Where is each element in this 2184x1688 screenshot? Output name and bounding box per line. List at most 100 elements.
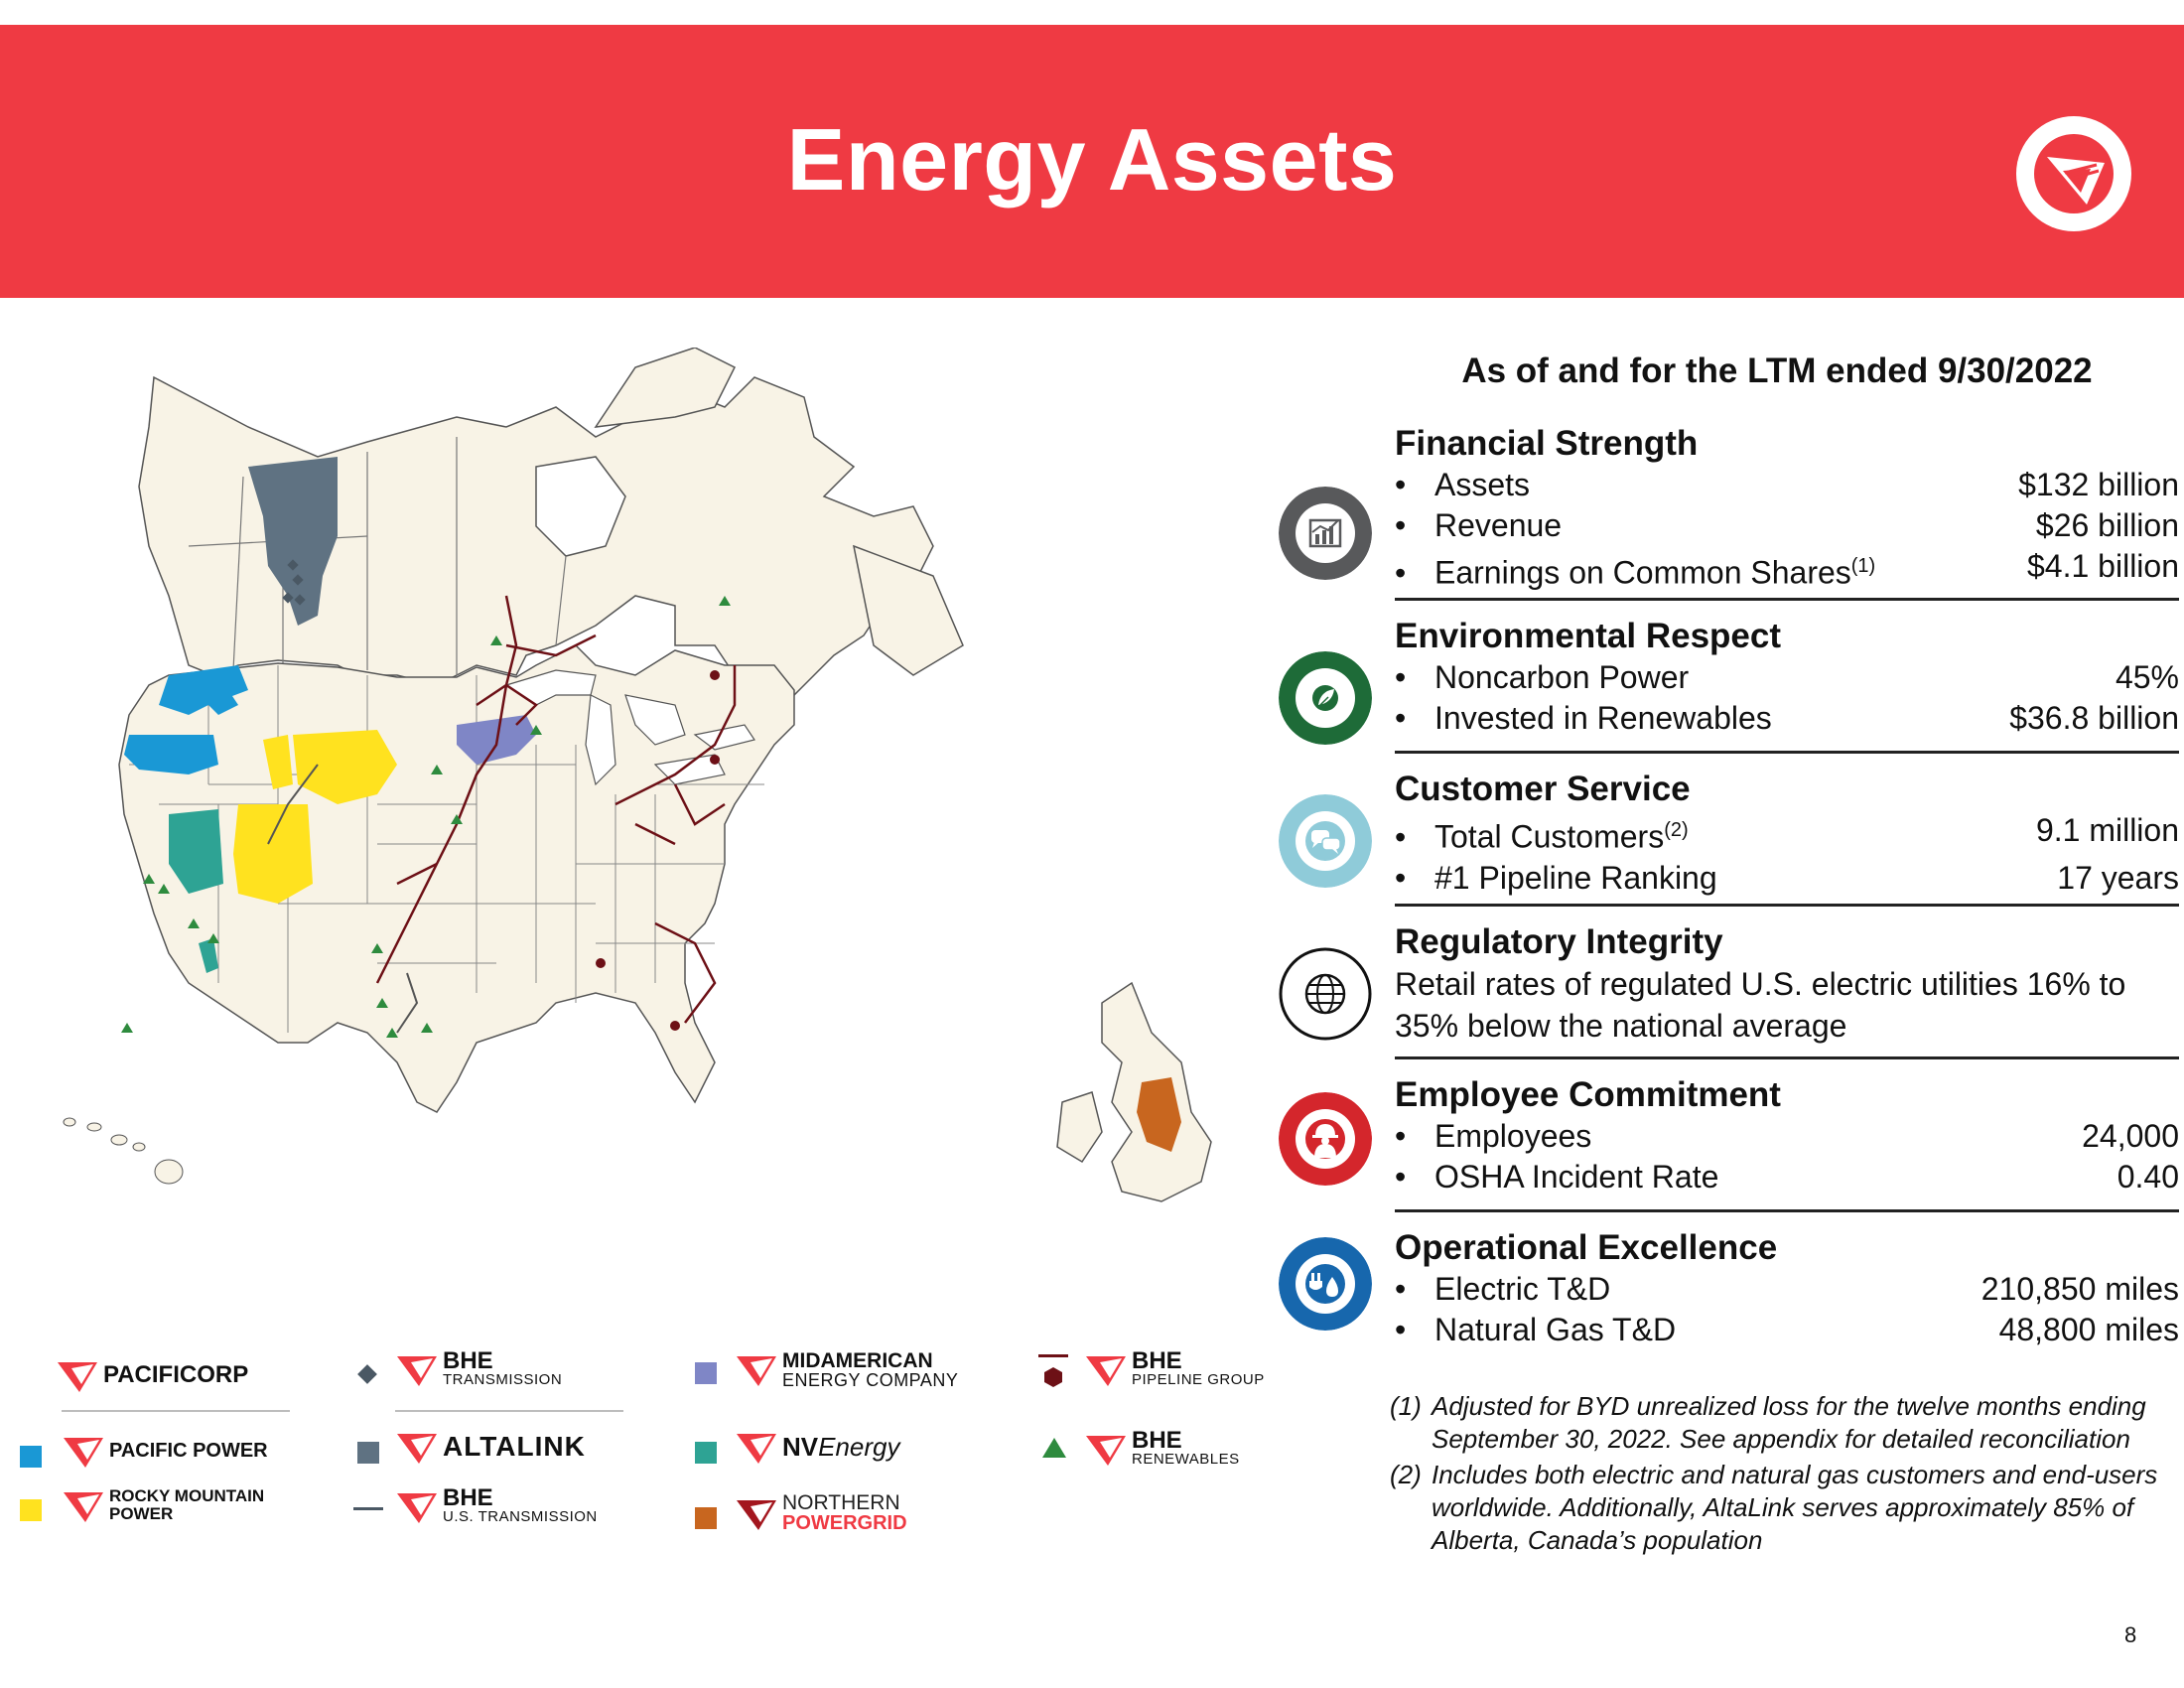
- section-divider: [1395, 1209, 2179, 1212]
- bhe-transmission-markers: [282, 559, 306, 606]
- hexagon-storage-icon: [1044, 1367, 1062, 1387]
- map-legend: PACIFICORP PACIFIC POWER ROCKY MOUNTAIN …: [0, 1331, 1281, 1559]
- section-financial-strength: Financial Strength • Assets $132 billion •…: [1395, 423, 2179, 594]
- legend-bhe-renewables: BHE RENEWABLES: [1086, 1429, 1240, 1468]
- title-banner: [0, 25, 2184, 298]
- bhe-label: BHE: [443, 1484, 493, 1511]
- legend-rocky-mountain-power: ROCKY MOUNTAIN POWER: [64, 1487, 264, 1523]
- pacific-power-wa: [199, 690, 238, 715]
- section-divider: [1395, 904, 2179, 907]
- ireland-landmass: [1056, 1091, 1103, 1164]
- stat-row: • OSHA Incident Rate 0.40: [1395, 1159, 2179, 1195]
- nv-energy-south: [199, 938, 218, 973]
- energy-label: Energy: [818, 1431, 900, 1462]
- us-transmission-label: U.S. TRANSMISSION: [443, 1508, 598, 1525]
- stats-heading: As of and for the LTM ended 9/30/2022: [1461, 352, 2093, 390]
- rocky-mountain-id: [263, 735, 293, 789]
- bhe-mark-icon: [397, 1356, 437, 1386]
- powergrid-label: POWERGRID: [782, 1512, 907, 1534]
- chat-bubbles-icon: [1279, 794, 1372, 888]
- midamerican-label: MIDAMERICAN: [782, 1349, 933, 1372]
- bhe-mark-icon: [64, 1438, 103, 1468]
- rocky-mountain-wy: [293, 730, 397, 804]
- legend-bhe-transmission: BHE TRANSMISSION: [397, 1347, 563, 1388]
- nv-energy-north: [169, 809, 223, 894]
- altalink-swatch: [357, 1442, 379, 1464]
- legend-altalink: ALTALINK: [397, 1430, 586, 1464]
- bhe-mark-icon: [737, 1500, 776, 1530]
- bhe-label: BHE: [443, 1347, 493, 1374]
- bhe-mark-icon: [64, 1492, 103, 1522]
- stat-row: • Noncarbon Power 45%: [1395, 659, 2179, 695]
- section-title: Financial Strength: [1395, 424, 1699, 463]
- plug-drop-icon: [1279, 1237, 1372, 1331]
- rocky-power-label: POWER: [109, 1504, 174, 1523]
- renewables-label: RENEWABLES: [1132, 1451, 1240, 1468]
- section-divider: [1395, 1056, 2179, 1059]
- diamond-marker-icon: [357, 1364, 377, 1384]
- rocky-mountain-ut: [233, 804, 313, 904]
- great-lakes: [504, 669, 755, 786]
- section-divider: [1395, 598, 2179, 601]
- us-transmission-lines: [267, 764, 419, 1034]
- pacific-power-swatch: [20, 1446, 42, 1468]
- bhe-mark-icon: [1086, 1356, 1126, 1386]
- legend-divider: [62, 1410, 290, 1412]
- nv-energy-swatch: [695, 1442, 717, 1464]
- canada-landmass: [138, 375, 934, 696]
- footnote: (2) Includes both electric and natural ga…: [1390, 1460, 2158, 1555]
- transmission-label: TRANSMISSION: [443, 1371, 563, 1388]
- pipeline-network: [375, 595, 737, 1024]
- section-title: Customer Service: [1395, 770, 1691, 808]
- renewables-markers: [121, 596, 731, 1038]
- bhe-mark-icon: [737, 1434, 776, 1464]
- hawaii-islands: [63, 1117, 184, 1185]
- midamerican-swatch: [695, 1362, 717, 1384]
- legend-divider: [395, 1410, 623, 1412]
- rocky-mountain-label: ROCKY MOUNTAIN: [109, 1486, 265, 1505]
- footnote: (1) Adjusted for BYD unrealized loss for …: [1390, 1391, 2146, 1454]
- hudson-bay: [535, 456, 626, 557]
- stat-row: • Invested in Renewables $36.8 billion: [1395, 700, 2179, 736]
- energy-company-label: ENERGY COMPANY: [782, 1370, 959, 1390]
- section-environmental-respect: Environmental Respect • Noncarbon Power 45…: [1395, 616, 2179, 739]
- section-employee-commitment: Employee Commitment • Employees 24,000 • OS…: [1395, 1074, 2179, 1197]
- leaf-icon: [1279, 651, 1372, 745]
- pacificorp-label: PACIFICORP: [103, 1361, 249, 1388]
- legend-pacific-power: PACIFIC POWER: [64, 1434, 268, 1468]
- page-number: 8: [2124, 1622, 2137, 1647]
- transmission-line-symbol: [353, 1507, 383, 1510]
- stat-row: • Employees 24,000: [1395, 1118, 2179, 1154]
- asset-map: [63, 348, 1212, 1202]
- legend-midamerican: MIDAMERICAN ENERGY COMPANY: [737, 1349, 959, 1390]
- bhe-label: BHE: [1132, 1347, 1182, 1374]
- section-title: Regulatory Integrity: [1395, 922, 1723, 961]
- pacific-power-or: [159, 665, 248, 715]
- bhe-mark-icon: [397, 1493, 437, 1523]
- legend-bhe-us-transmission: BHE U.S. TRANSMISSION: [397, 1484, 598, 1525]
- stat-row: • Assets $132 billion: [1395, 467, 2179, 502]
- globe-icon: [1279, 947, 1372, 1041]
- pacific-power-label: PACIFIC POWER: [109, 1440, 268, 1462]
- altalink-territory: [248, 457, 338, 626]
- section-regulatory-integrity: Regulatory Integrity Retail rates of reg…: [1395, 921, 2179, 1047]
- canada-arctic-islands: [594, 348, 737, 428]
- rocky-mountain-swatch: [20, 1499, 42, 1521]
- page-title: Energy Assets: [786, 110, 1398, 209]
- section-divider: [1395, 751, 2179, 754]
- worker-icon: [1279, 1092, 1372, 1186]
- legend-pacificorp: PACIFICORP: [58, 1358, 248, 1392]
- bhe-mark-icon: [397, 1434, 437, 1464]
- footnotes: (1) Adjusted for BYD unrealized loss for …: [1390, 1390, 2174, 1560]
- stat-row: • #1 Pipeline Ranking 17 years: [1395, 859, 2179, 896]
- northern-powergrid-swatch: [695, 1507, 717, 1529]
- northern-powergrid-area: [1137, 1077, 1181, 1152]
- legend-northern-powergrid: NORTHERN POWERGRID: [737, 1492, 907, 1534]
- nv-label: NV: [782, 1432, 819, 1462]
- chart-icon: [1279, 487, 1372, 580]
- stat-row: • Total Customers(2) 9.1 million: [1395, 812, 2179, 855]
- bhe-mark-icon: [737, 1356, 776, 1386]
- section-title: Employee Commitment: [1395, 1075, 1781, 1114]
- regulatory-description: Retail rates of regulated U.S. electric …: [1395, 966, 2126, 1044]
- pipeline-line-symbol: [1038, 1354, 1068, 1357]
